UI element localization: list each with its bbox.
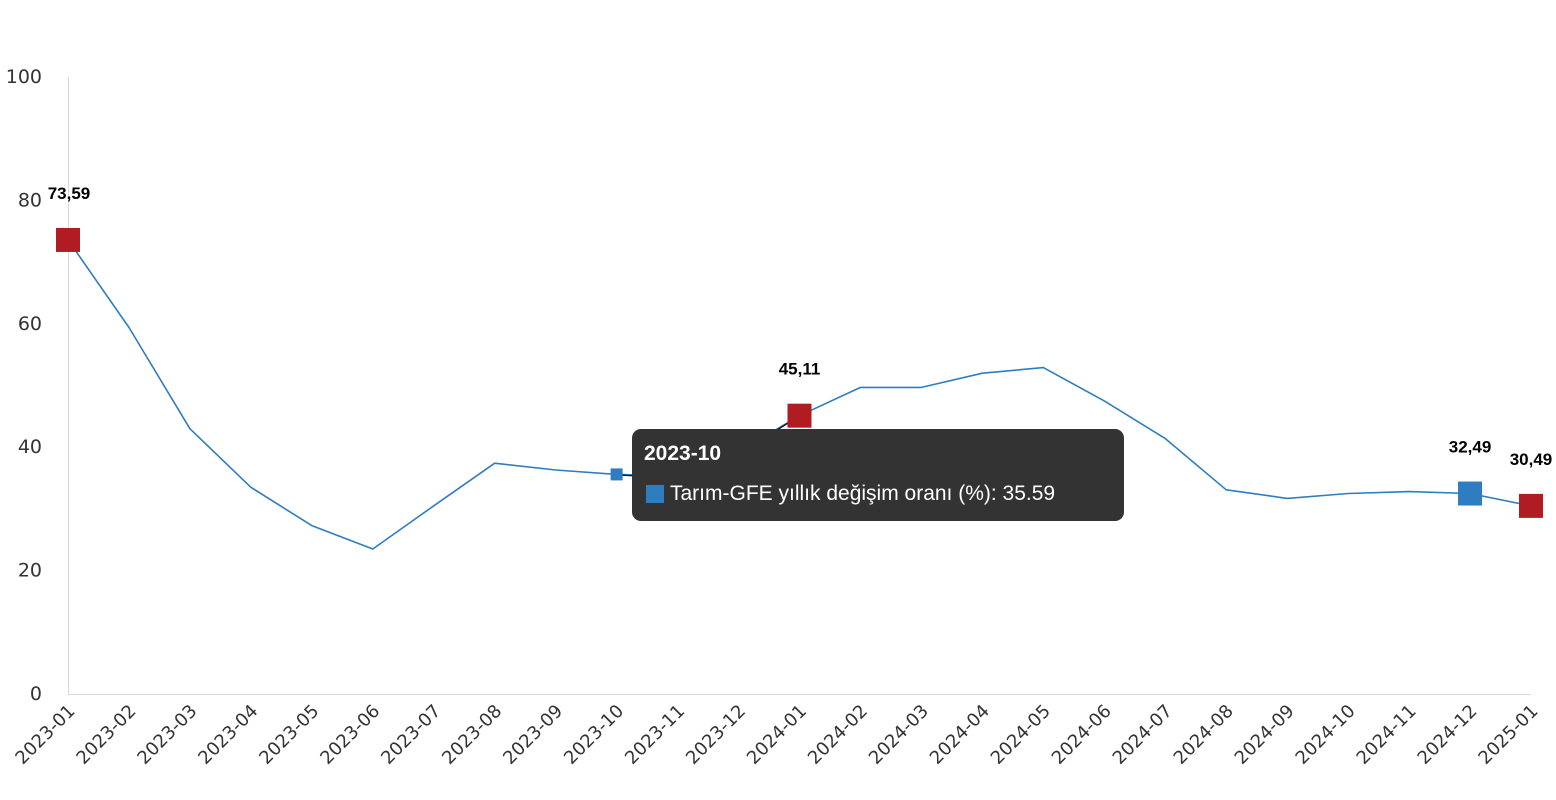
y-tick-label: 60 xyxy=(18,313,42,335)
x-tick-label: 2023-09 xyxy=(499,701,567,769)
tooltip-value-text: Tarım-GFE yıllık değişim oranı (%): 35.5… xyxy=(670,482,1056,505)
y-tick-label: 40 xyxy=(18,436,42,458)
highlight-point-marker[interactable] xyxy=(56,227,80,252)
tooltip-title: 2023-10 xyxy=(644,442,722,465)
x-tick-label: 2024-11 xyxy=(1353,701,1421,769)
hover-point-marker[interactable] xyxy=(610,468,623,481)
x-tick-label: 2023-07 xyxy=(377,701,445,769)
highlight-point-marker[interactable] xyxy=(1519,493,1543,518)
x-tick-label: 2023-01 xyxy=(11,701,79,769)
x-tick-label: 2023-11 xyxy=(621,701,689,769)
x-tick-label: 2024-01 xyxy=(743,701,811,769)
x-tick-label: 2024-08 xyxy=(1170,701,1238,769)
point-markers[interactable] xyxy=(56,227,1543,518)
tooltip-series-swatch xyxy=(646,485,664,503)
x-tick-label: 2024-09 xyxy=(1231,701,1299,769)
x-tick-label: 2024-06 xyxy=(1048,701,1116,769)
x-tick-label: 2024-05 xyxy=(987,701,1055,769)
x-tick-label: 2023-02 xyxy=(72,701,140,769)
y-tick-label: 80 xyxy=(18,189,42,211)
x-tick-label: 2023-06 xyxy=(316,701,384,769)
x-tick-label: 2024-03 xyxy=(865,701,933,769)
data-label: 73,59 xyxy=(48,184,91,203)
highlight-point-marker[interactable] xyxy=(1458,481,1483,506)
tooltip-row: Tarım-GFE yıllık değişim oranı (%): 35.5… xyxy=(646,482,1055,506)
data-label: 45,11 xyxy=(779,360,821,379)
x-tick-label: 2023-03 xyxy=(133,701,201,769)
x-tick-label: 2023-08 xyxy=(438,701,506,769)
x-tick-label: 2024-10 xyxy=(1292,701,1360,769)
x-tick-label: 2024-12 xyxy=(1414,701,1482,769)
x-tick-label: 2024-04 xyxy=(926,701,994,769)
y-tick-label: 0 xyxy=(30,683,42,705)
chart-tooltip: 2023-10 Tarım-GFE yıllık değişim oranı (… xyxy=(632,429,1124,521)
x-tick-label: 2023-10 xyxy=(560,701,628,769)
x-tick-label: 2024-07 xyxy=(1109,701,1177,769)
x-axis-ticks: 2023-012023-022023-032023-042023-052023-… xyxy=(11,701,1542,769)
y-axis-ticks: 0 20 40 60 80 100 xyxy=(6,66,42,705)
highlight-point-marker[interactable] xyxy=(787,403,812,428)
x-tick-label: 2023-12 xyxy=(682,701,750,769)
data-labels: 73,59 45,11 32,49 30,49 xyxy=(48,184,1553,469)
x-tick-label: 2023-04 xyxy=(194,701,262,769)
y-tick-label: 20 xyxy=(18,560,42,582)
x-tick-label: 2025-01 xyxy=(1474,701,1542,769)
data-label: 32,49 xyxy=(1449,438,1492,457)
y-tick-label: 100 xyxy=(6,66,42,88)
x-tick-label: 2023-05 xyxy=(255,701,323,769)
x-tick-label: 2024-02 xyxy=(804,701,872,769)
data-label: 30,49 xyxy=(1510,450,1553,469)
